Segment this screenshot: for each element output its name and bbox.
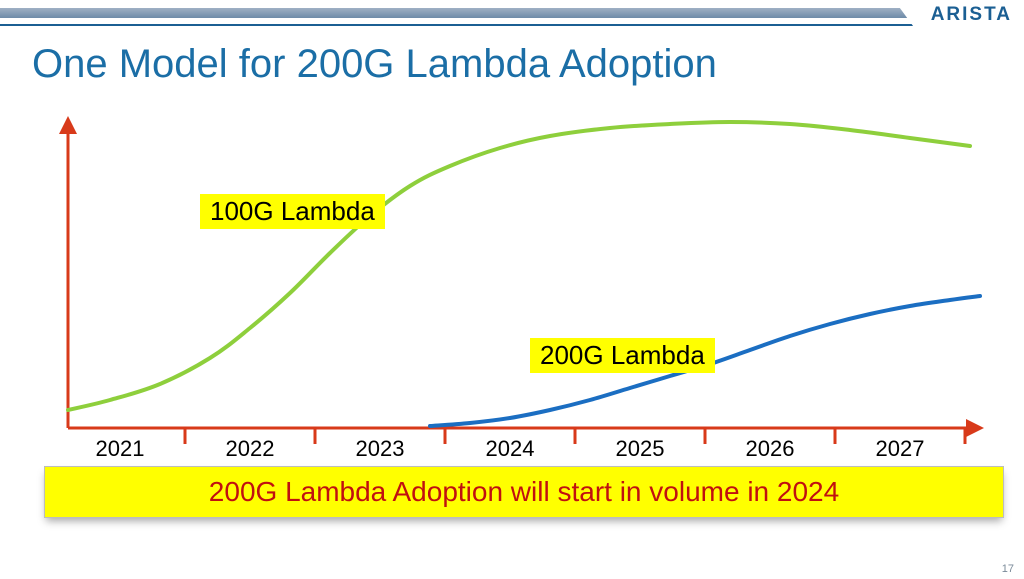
series-label-0: 100G Lambda [200,194,385,229]
slide-title: One Model for 200G Lambda Adoption [32,42,717,87]
x-tick-label: 2026 [746,436,795,462]
callout-text: 200G Lambda Adoption will start in volum… [209,476,839,508]
x-tick-label: 2022 [226,436,275,462]
adoption-chart: 2021202220232024202520262027100G Lambda2… [50,118,980,448]
series-label-1: 200G Lambda [530,338,715,373]
x-tick-label: 2027 [876,436,925,462]
top-bar-gradient [0,8,1024,18]
chart-svg [50,118,980,448]
slide-root: ARISTA One Model for 200G Lambda Adoptio… [0,0,1024,579]
callout-box: 200G Lambda Adoption will start in volum… [44,466,1004,518]
series-line-0 [68,122,970,410]
x-tick-label: 2021 [96,436,145,462]
x-tick-label: 2024 [486,436,535,462]
page-number: 17 [1002,563,1014,575]
top-bar-underline [0,24,1024,26]
x-tick-label: 2023 [356,436,405,462]
brand-logo: ARISTA [913,0,1024,30]
top-bar [0,0,1024,24]
brand-text: ARISTA [931,4,1012,26]
x-tick-label: 2025 [616,436,665,462]
